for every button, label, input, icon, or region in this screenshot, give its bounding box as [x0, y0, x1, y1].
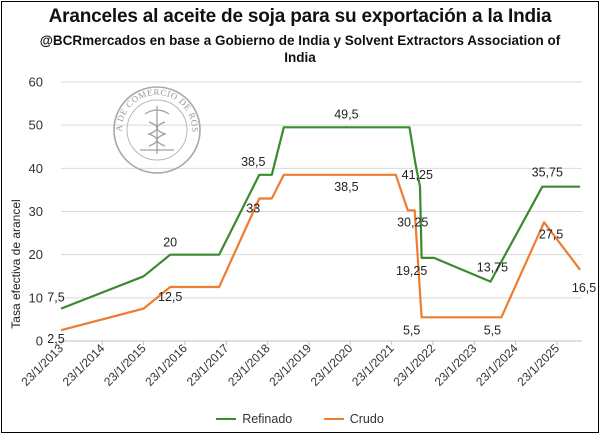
legend-label-refinado: Refinado — [242, 411, 293, 426]
data-label-10: 19,25 — [396, 264, 427, 278]
legend: Refinado Crudo — [2, 409, 598, 426]
data-label-16: 16,5 — [572, 281, 596, 295]
data-label-12: 13,75 — [477, 261, 508, 275]
chart-subtitle: @BCRmercados en base a Gobierno de India… — [39, 33, 561, 65]
data-label-2: 20 — [163, 236, 177, 250]
y-tick-label-50: 50 — [29, 118, 43, 133]
x-tick-label-10: 23/1/2023 — [432, 341, 480, 389]
legend-item-crudo: Crudo — [323, 411, 384, 426]
x-tick-label-6: 23/1/2019 — [266, 341, 314, 389]
data-label-0: 7,5 — [47, 291, 64, 305]
series-line-refinado — [60, 126, 581, 310]
data-label-15: 27,5 — [539, 227, 563, 241]
x-tick-label-2: 23/1/2015 — [101, 341, 149, 389]
caduceus-seal-icon — [140, 106, 174, 154]
data-label-5: 33 — [246, 202, 260, 216]
data-label-14: 35,75 — [532, 166, 563, 180]
svg-text:BOLSA DE COMERCIO DE ROSARIO: BOLSA DE COMERCIO DE ROSARIO — [2, 2, 200, 133]
data-label-9: 30,25 — [397, 215, 428, 229]
x-tick-label-9: 23/1/2022 — [390, 341, 438, 389]
x-tick-label-5: 23/1/2018 — [225, 341, 273, 389]
data-labels: 7,5 2,5 20 12,5 38,5 33 49,5 38,5 41,25 30,25 19,2… — [47, 107, 596, 346]
y-tick-label-0: 0 — [36, 334, 43, 349]
data-label-7: 38,5 — [334, 180, 358, 194]
chart-title: Aranceles al aceite de soja para su expo… — [48, 6, 552, 27]
legend-item-refinado: Refinado — [216, 412, 292, 426]
x-tick-label-4: 23/1/2017 — [184, 341, 232, 389]
data-label-13: 5,5 — [484, 323, 501, 337]
series-lines — [60, 126, 581, 332]
y-tick-label-10: 10 — [29, 290, 43, 305]
y-tick-label-40: 40 — [29, 161, 43, 176]
data-label-1: 2,5 — [47, 332, 64, 346]
y-tick-label-20: 20 — [29, 247, 43, 262]
x-tick-label-7: 23/1/2020 — [308, 341, 356, 389]
y-tick-label-30: 30 — [29, 204, 43, 219]
data-label-3: 12,5 — [158, 290, 182, 304]
legend-swatch-crudo — [323, 417, 344, 420]
x-tick-label-11: 23/1/2024 — [473, 341, 521, 389]
x-tick-label-3: 23/1/2016 — [142, 341, 190, 389]
seal-text: BOLSA DE COMERCIO DE ROSARIO — [2, 2, 200, 133]
x-tick-label-8: 23/1/2021 — [349, 341, 397, 389]
gridlines — [61, 81, 582, 299]
x-tick-label-1: 23/1/2014 — [60, 341, 108, 389]
series-line-crudo — [60, 173, 581, 332]
data-label-4: 38,5 — [241, 155, 265, 169]
legend-swatch-refinado — [216, 417, 237, 420]
legend-label-crudo: Crudo — [349, 411, 384, 426]
data-label-6: 49,5 — [334, 107, 358, 121]
data-label-8: 41,25 — [402, 168, 433, 182]
axes: 010203040506023/1/201323/1/201423/1/2015… — [18, 75, 582, 389]
y-tick-label-60: 60 — [29, 75, 43, 90]
x-tick-label-12: 23/1/2025 — [514, 341, 562, 389]
data-label-11: 5,5 — [403, 323, 420, 337]
